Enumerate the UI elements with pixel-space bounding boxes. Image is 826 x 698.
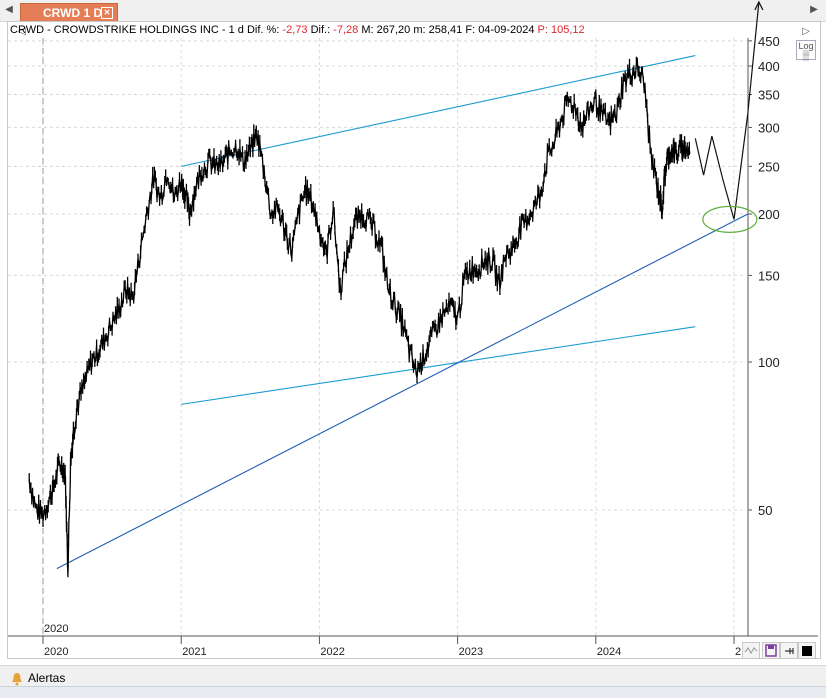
save-icon[interactable] — [762, 642, 780, 659]
dif-label: Dif.: — [310, 24, 331, 36]
price-label: P: — [537, 24, 548, 36]
dif-pct-label: Dif. %: — [246, 24, 280, 36]
trendline — [56, 213, 749, 570]
y-tick-label: 50 — [758, 503, 772, 518]
trendline — [181, 326, 696, 405]
y-tick-label: 150 — [758, 268, 780, 283]
price-value: 105,12 — [551, 24, 585, 36]
max-label: M: — [361, 24, 374, 36]
y-tick-label: 200 — [758, 207, 780, 222]
y-tick-label: 400 — [758, 59, 780, 74]
status-strip — [0, 686, 826, 698]
x-marker-label: 2020 — [44, 623, 68, 635]
pin-icon[interactable] — [780, 642, 798, 659]
alerts-label[interactable]: Alertas — [28, 671, 66, 685]
target-ellipse — [702, 205, 758, 234]
x-tick-label: 2020 — [44, 646, 68, 658]
y-tick-label: 250 — [758, 159, 780, 174]
date-label: F: — [465, 24, 476, 36]
chart-scroll-left-icon[interactable]: ◁ — [18, 26, 26, 37]
interval-label: 1 d — [228, 24, 244, 36]
tab-label: CRWD 1 D — [43, 6, 103, 20]
bell-icon[interactable] — [11, 672, 23, 686]
x-tick-label: 2021 — [182, 646, 206, 658]
chart-header: CRWD - CROWDSTRIKE HOLDINGS INC - 1 d Di… — [10, 24, 585, 36]
tab-scroll-left-icon[interactable]: ◀ — [5, 4, 13, 15]
chart-scroll-right-icon[interactable]: ▷ — [802, 26, 810, 37]
symbol-name: CRWD - CROWDSTRIKE HOLDINGS INC - — [10, 24, 226, 36]
date-value: 04-09-2024 — [478, 24, 535, 36]
x-tick-label: 2024 — [597, 646, 621, 658]
log-button-label: Log — [798, 41, 814, 51]
x-tick-label: 2023 — [459, 646, 483, 658]
dif-value: -7,28 — [333, 24, 359, 36]
tab-close-icon[interactable]: ✕ — [101, 7, 113, 19]
trendline — [181, 55, 696, 167]
log-scale-button[interactable]: Log ▒ — [796, 40, 816, 60]
projection-path — [694, 1, 760, 220]
x-tick-label: 2 — [735, 646, 741, 658]
min-label: m: — [413, 24, 426, 36]
projection-arrowhead — [754, 0, 764, 11]
max-value: 267,20 — [376, 24, 411, 36]
log-scale-icon: ▒ — [802, 50, 810, 60]
tab-scroll-right-icon[interactable]: ▶ — [810, 4, 818, 15]
y-tick-label: 450 — [758, 34, 780, 49]
price-series-line — [28, 56, 691, 578]
black-square-icon[interactable] — [798, 642, 816, 659]
min-value: 258,41 — [428, 24, 463, 36]
dif-pct-value: -2,73 — [282, 24, 308, 36]
wave-icon[interactable] — [742, 642, 760, 659]
x-tick-label: 2022 — [320, 646, 344, 658]
y-tick-label: 100 — [758, 355, 780, 370]
y-tick-label: 350 — [758, 88, 780, 103]
chart-toolbar — [742, 642, 818, 660]
tab-crwd-1d[interactable]: CRWD 1 D ✕ — [20, 3, 118, 21]
y-tick-label: 300 — [758, 120, 780, 135]
